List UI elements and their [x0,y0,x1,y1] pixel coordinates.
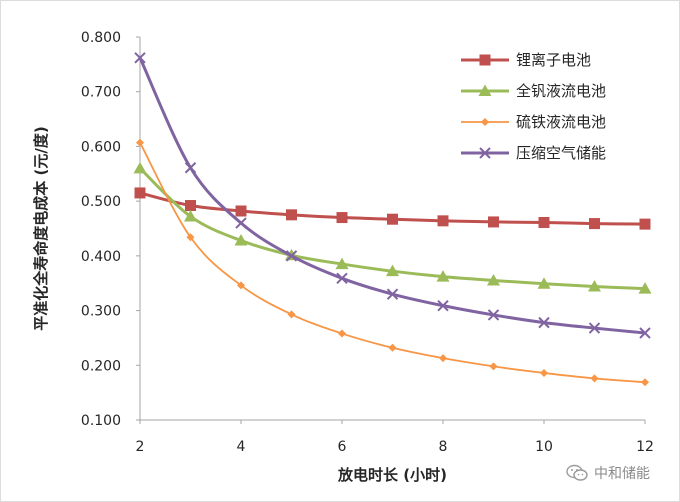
data-point [335,257,349,270]
legend-item: 压缩空气储能 [461,144,606,162]
data-point [185,200,196,212]
data-point [388,343,397,352]
y-tick-label: 0.100 [81,413,121,429]
x-tick-label: 12 [636,439,654,455]
data-point [136,138,144,147]
data-point [387,213,398,225]
x-tick-label: 4 [237,439,246,455]
data-point [487,309,500,321]
y-axis-title: 平准化全寿命度电成本 (元/度) [32,126,50,330]
data-point [439,354,447,363]
data-point [287,310,296,319]
data-point [436,270,450,282]
legend-marker [479,54,491,66]
y-tick-label: 0.700 [81,85,121,101]
series-3 [136,138,649,387]
data-point [538,216,550,228]
data-point [134,52,146,64]
y-tick-label: 0.200 [81,358,121,374]
data-point [184,209,197,222]
legend-label: 全钒液流电池 [516,82,606,100]
y-tick-label: 0.800 [81,30,121,46]
legend-marker [478,84,492,96]
series-1 [134,187,651,230]
data-point [336,272,348,284]
series-4 [134,52,651,339]
data-point [639,327,651,339]
legend-item: 锂离子电池 [461,51,591,69]
watermark: 中和储能 [566,462,650,484]
y-tick-label: 0.400 [81,249,121,265]
data-point [134,187,146,199]
data-point [537,277,551,289]
x-axis-title: 放电时长 (小时) [337,466,447,484]
data-point [133,161,147,174]
data-point [235,205,247,217]
data-point [589,218,600,230]
y-tick-label: 0.300 [81,304,121,320]
series-2 [133,161,652,294]
data-point [540,368,548,377]
data-point [487,273,500,286]
data-point [590,374,599,383]
x-tick-label: 6 [338,439,347,455]
data-point [538,316,550,329]
legend-marker [479,147,491,159]
data-point [234,234,248,246]
data-point [588,279,601,292]
data-point [184,162,197,174]
data-point [639,218,651,230]
data-point [386,264,399,277]
y-tick-label: 0.500 [81,194,121,210]
y-tick-label: 0.600 [81,139,121,155]
data-point [641,378,649,387]
x-tick-label: 10 [535,439,553,455]
data-point [338,329,346,338]
data-point [386,288,399,300]
data-point [186,233,195,242]
x-tick-label: 2 [136,439,145,455]
series-line [138,57,646,335]
data-point [437,215,449,227]
data-point [588,322,601,334]
x-tick-label: 8 [439,439,448,455]
legend-label: 硫铁液流电池 [516,113,606,131]
legend-label: 锂离子电池 [516,51,591,69]
data-point [286,209,297,221]
data-point [285,250,298,262]
wechat-icon [566,464,588,481]
legend-item: 硫铁液流电池 [461,113,606,131]
series-line [139,142,646,384]
data-point [235,217,247,229]
data-point [638,282,652,294]
data-point [488,216,499,228]
legend-item: 全钒液流电池 [461,82,606,100]
data-point [336,212,348,224]
data-point [489,362,498,371]
legend-marker [481,118,489,126]
data-point [237,281,245,290]
watermark-text: 中和储能 [594,466,650,482]
data-point [437,299,449,312]
legend-label: 压缩空气储能 [516,144,606,162]
